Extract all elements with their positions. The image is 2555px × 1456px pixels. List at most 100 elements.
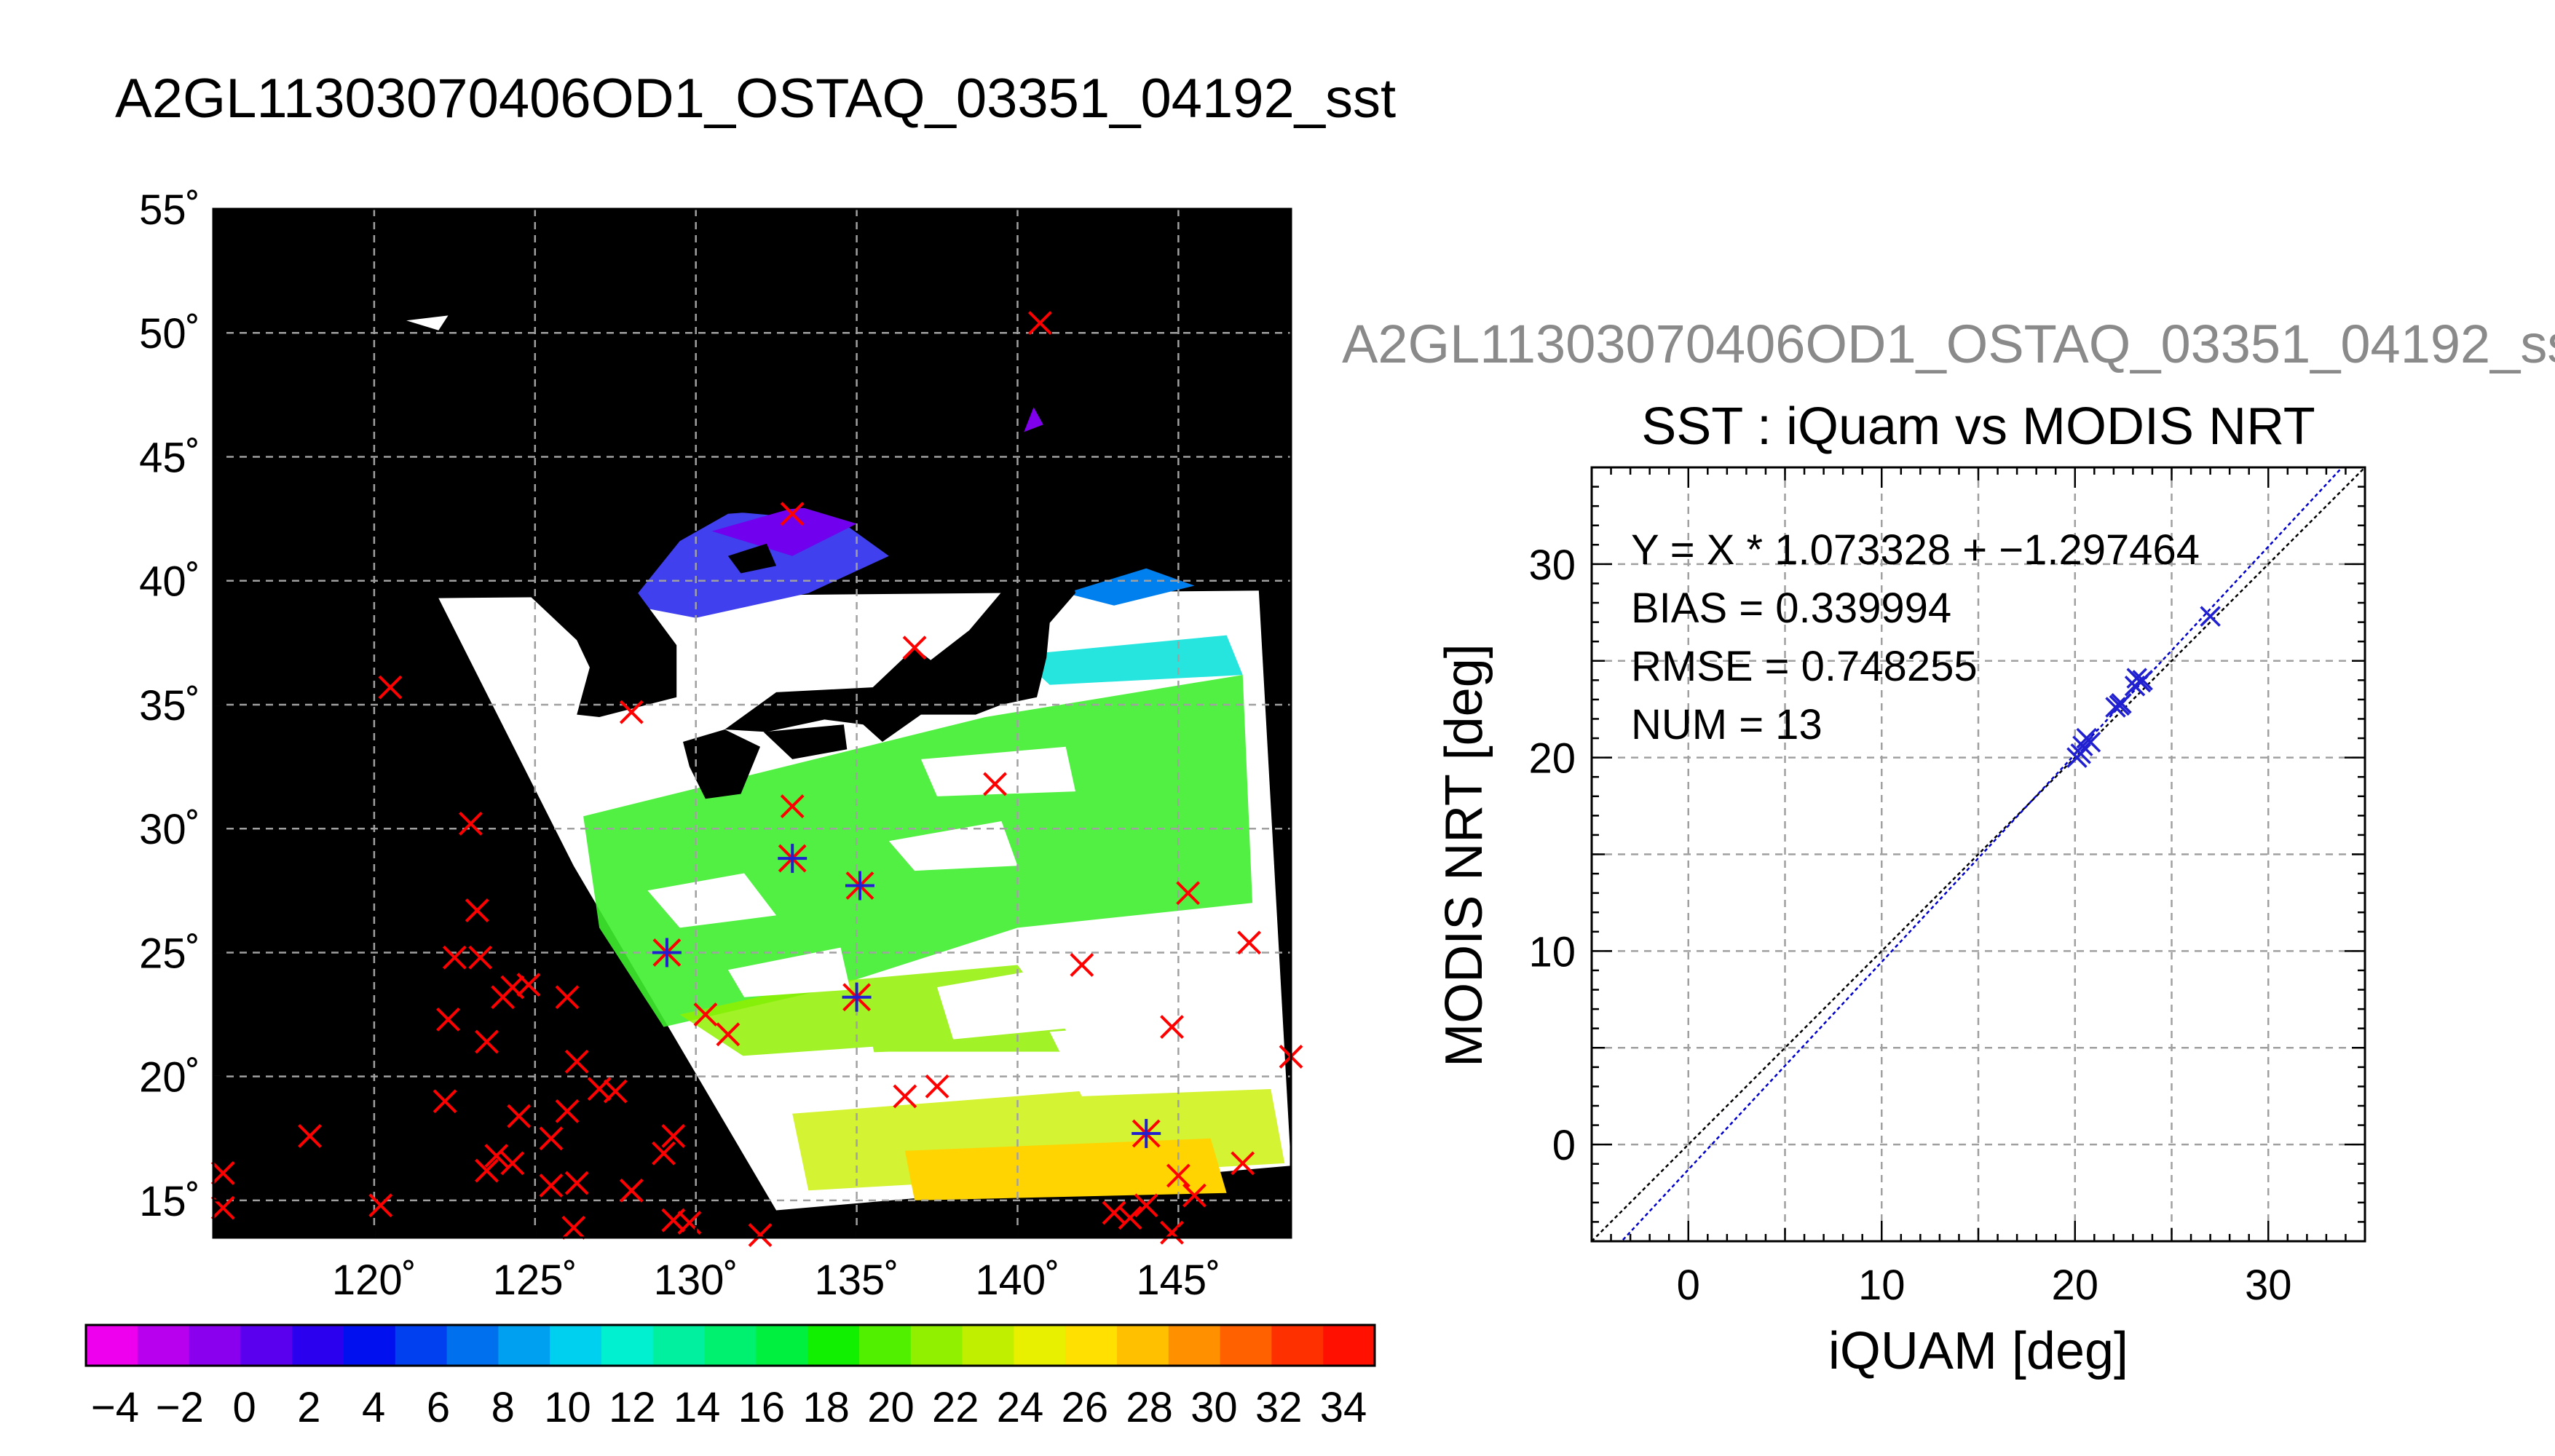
map-y-tick-label: 25˚	[139, 930, 200, 977]
colorbar-cell	[86, 1325, 138, 1366]
map-y-tick-label: 45˚	[139, 434, 200, 481]
colorbar-tick-label: 26	[1062, 1384, 1109, 1431]
iquam-point-marker	[1102, 1200, 1126, 1225]
scatter-point-stroke	[2105, 697, 2126, 718]
colorbar-frame	[84, 1324, 1376, 1367]
colorbar-cell	[137, 1325, 190, 1366]
sst-zone-east	[1065, 568, 1195, 606]
cloud-patch	[888, 821, 1018, 871]
iquam-point-marker	[1166, 1163, 1190, 1188]
iquam-point-marker	[780, 794, 805, 818]
land-mass	[727, 543, 777, 574]
matched-point-marker	[1132, 1118, 1161, 1148]
map-tick-labels: 120˚ 125˚ 130˚ 135˚ 140˚ 145˚ 15˚ 20˚ 25˚ 30˚ 35˚ 4…	[139, 186, 1220, 1304]
map-y-tick-label: 20˚	[139, 1054, 200, 1101]
cloud-patch	[406, 315, 449, 331]
map-x-tick-label: 140˚	[975, 1257, 1059, 1304]
iquam-point-marker	[491, 985, 516, 1010]
iquam-point-stroke	[507, 1104, 532, 1128]
scatter-annotation: NUM = 13	[1631, 701, 1823, 748]
iquam-point-stroke	[561, 1215, 586, 1240]
colorbar-tick-label: 0	[232, 1384, 256, 1431]
matched-point-marker	[778, 844, 807, 874]
iquam-point-stroke	[1070, 953, 1094, 977]
scatter-point-stroke	[2070, 743, 2091, 764]
scatter-point-stroke	[2109, 695, 2131, 716]
colorbar-cell	[292, 1325, 344, 1366]
colorbar-cell	[446, 1325, 499, 1366]
iquam-point-marker	[564, 1049, 589, 1074]
scatter-y-tick-label: 20	[1528, 735, 1576, 783]
iquam-point-marker	[368, 1193, 393, 1218]
scatter-point-stroke	[2080, 732, 2101, 753]
scatter-y-tick-label: 0	[1552, 1122, 1576, 1169]
iquam-point-marker	[1176, 881, 1201, 906]
iquam-point-marker	[555, 985, 580, 1010]
colorbar-tick-label: 24	[997, 1384, 1044, 1431]
land-mass	[724, 546, 1075, 742]
colorbar-cell	[550, 1325, 602, 1366]
page-title: A2GL11303070406OD1_OSTAQ_03351_04192_sst	[115, 68, 1397, 130]
iquam-point-marker	[433, 1089, 457, 1114]
scatter-annotations: Y = X * 1.073328 + −1.297464 BIAS = 0.339…	[1631, 526, 2200, 748]
iquam-point-stroke	[539, 1174, 564, 1198]
iquam-point-stroke	[677, 1211, 702, 1235]
iquam-point-stroke	[1160, 1015, 1184, 1040]
iquam-point-stroke	[716, 1022, 741, 1047]
colorbar-tick-label: 4	[362, 1384, 385, 1431]
iquam-point-stroke	[564, 1171, 589, 1195]
iquam-point-marker	[748, 1223, 773, 1248]
iquam-point-stroke	[1118, 1206, 1142, 1230]
iquam-point-marker	[516, 973, 541, 997]
scatter-point-stroke	[2130, 671, 2152, 693]
colorbar-tick-label: −2	[156, 1384, 204, 1431]
iquam-point-marker	[298, 1123, 322, 1148]
map-body	[213, 209, 1291, 1238]
matched-point-marker	[842, 982, 872, 1012]
iquam-point-stroke	[468, 945, 493, 970]
sst-zone-hot	[904, 1138, 1227, 1200]
scatter-point	[2130, 671, 2152, 693]
iquam-point-stroke	[516, 973, 541, 997]
colorbar-tick-label: 18	[802, 1384, 850, 1431]
scatter-point	[2200, 606, 2221, 627]
scatter-x-tick-label: 10	[1858, 1262, 1906, 1309]
colorbar-cell	[807, 1325, 860, 1366]
iquam-point-stroke	[1166, 1163, 1190, 1188]
iquam-point-stroke	[1102, 1200, 1126, 1225]
iquam-point-stroke	[925, 1074, 949, 1099]
iquam-point-stroke	[539, 1126, 564, 1151]
sst-zone-kuroshio	[1017, 635, 1243, 685]
iquam-point-marker	[561, 1215, 586, 1240]
colorbar-cell	[1168, 1325, 1221, 1366]
colorbar-cell	[1220, 1325, 1272, 1366]
colorbar-cell	[962, 1325, 1014, 1366]
map-y-tick-label: 40˚	[139, 558, 200, 606]
iquam-point-marker	[1134, 1193, 1158, 1218]
iquam-point-marker	[436, 1007, 460, 1032]
iquam-point-stroke	[378, 675, 403, 700]
iquam-point-marker	[1182, 1183, 1207, 1208]
colorbar-cell	[1117, 1325, 1169, 1366]
iquam-point-marker	[716, 1022, 741, 1047]
iquam-point-stroke	[619, 1178, 644, 1203]
map-y-tick-label: 35˚	[139, 682, 200, 729]
iquam-point-marker	[1070, 953, 1094, 977]
colorbar-tick-label: 30	[1190, 1384, 1238, 1431]
colorbar-tick-label: 8	[491, 1384, 515, 1431]
iquam-point-stroke	[465, 898, 489, 922]
map-y-tick-label: 15˚	[139, 1178, 200, 1225]
iquam-point-stroke	[1134, 1193, 1158, 1218]
iquam-point-marker	[465, 898, 489, 922]
iquam-point-stroke	[893, 1084, 917, 1109]
iquam-point-stroke	[436, 1007, 460, 1032]
iquam-point-stroke	[475, 1029, 499, 1054]
iquam-point-stroke	[619, 700, 644, 724]
iquam-point-marker	[484, 1144, 509, 1168]
iquam-point-marker	[983, 772, 1007, 796]
map-markers	[210, 311, 1303, 1248]
iquam-point-marker	[1160, 1220, 1184, 1245]
map-y-tick-label: 30˚	[139, 806, 200, 853]
